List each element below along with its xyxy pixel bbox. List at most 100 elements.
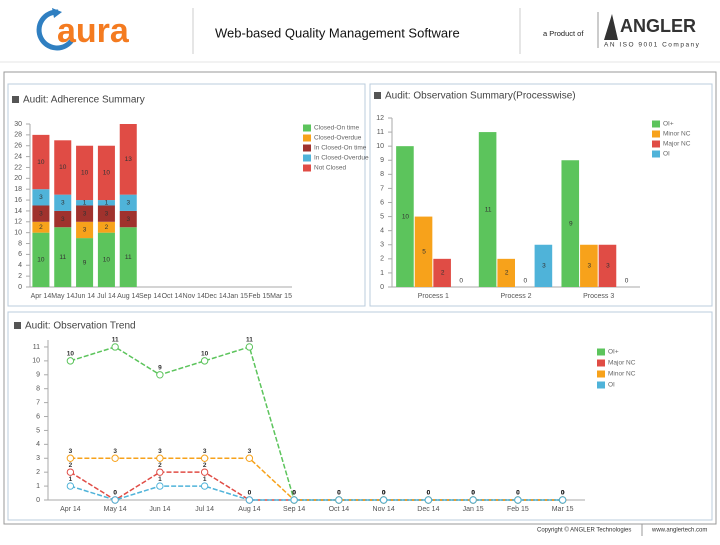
data-label: 3 [83, 210, 87, 217]
data-label: 11 [59, 254, 66, 261]
data-label: 0 [292, 490, 296, 497]
legend-label: Not Closed [314, 165, 347, 172]
bar [534, 244, 553, 287]
data-label: 3 [248, 448, 252, 455]
data-label: 0 [382, 490, 386, 497]
point [156, 371, 164, 379]
bar-segment [97, 232, 115, 287]
x-tick-label: Oct 14 [162, 293, 183, 300]
y-tick-label: 14 [14, 208, 22, 215]
bar-segment [32, 221, 50, 233]
y-tick-label: 8 [380, 171, 384, 178]
data-label: 0 [516, 490, 520, 497]
bar-segment [119, 194, 137, 211]
bar [396, 146, 414, 287]
bar-segment [32, 232, 50, 287]
data-label: 3 [126, 200, 130, 207]
product-of: a Product of [543, 29, 584, 38]
data-label: 0 [427, 490, 431, 497]
legend-label: Closed-On time [314, 125, 360, 132]
x-tick-label: Jun 14 [149, 506, 170, 513]
angler-icon [604, 14, 618, 40]
legend-swatch [652, 150, 660, 158]
header-title: Web-based Quality Management Software [215, 25, 460, 40]
title-icon [12, 96, 19, 103]
bar-segment [119, 124, 137, 195]
point [379, 496, 388, 504]
data-label: 10 [201, 351, 209, 358]
data-label: 0 [248, 490, 252, 497]
legend-swatch [652, 120, 660, 128]
point [66, 454, 75, 462]
y-tick-label: 22 [14, 164, 22, 171]
x-tick-label: Jul 14 [97, 293, 116, 300]
content-frame [3, 71, 717, 525]
bar-segment [119, 210, 137, 228]
data-label: 1 [158, 476, 162, 483]
x-tick-label: Jan 15 [227, 293, 248, 300]
legend-label: Major NC [663, 141, 691, 148]
bar [497, 258, 515, 287]
data-label: 10 [402, 213, 410, 220]
website: www.anglertech.com [651, 528, 707, 534]
legend-label: OI+ [608, 349, 619, 356]
y-tick-label: 4 [380, 228, 384, 235]
x-tick-label: Feb 15 [248, 293, 270, 300]
x-tick-label: Sep 14 [139, 293, 161, 300]
x-tick-label: Sep 14 [283, 506, 305, 513]
data-label: 1 [203, 476, 207, 483]
data-label: 3 [69, 448, 73, 455]
x-tick-label: Process 3 [583, 293, 614, 300]
legend-label: In Closed-Overdue [314, 155, 369, 162]
bar-segment [76, 145, 94, 201]
data-label: 2 [505, 270, 509, 277]
data-label: 3 [61, 216, 65, 223]
logo-swirl [36, 9, 75, 51]
data-label: 3 [113, 448, 117, 455]
x-tick-label: Dec 14 [417, 506, 439, 513]
y-tick-label: 16 [14, 197, 22, 204]
data-label: 0 [337, 490, 341, 497]
bar-segment [32, 205, 50, 222]
data-label: 2 [158, 462, 162, 469]
legend-swatch [303, 164, 311, 172]
bar-segment [76, 205, 94, 222]
title-icon [374, 92, 381, 99]
point [111, 454, 119, 462]
aura-logo: aura [36, 8, 130, 51]
legend-swatch [303, 144, 311, 152]
point [558, 496, 567, 504]
legend-label: In Closed-On time [314, 145, 367, 152]
point [424, 496, 433, 504]
legend-swatch [597, 348, 605, 356]
x-tick-label: Nov 14 [373, 506, 395, 513]
bar-segment [54, 140, 72, 195]
data-label: 10 [37, 159, 45, 166]
data-label: 3 [126, 216, 130, 223]
company-tagline: AN ISO 9001 Company [604, 42, 700, 49]
point [245, 454, 254, 462]
bar [580, 244, 598, 287]
data-label: 3 [105, 210, 109, 217]
bar-segment [54, 194, 72, 211]
y-tick-label: 28 [14, 132, 22, 139]
data-label: 0 [292, 490, 296, 497]
data-label: 0 [113, 490, 117, 497]
data-label: 9 [83, 259, 87, 266]
legend-swatch [597, 381, 605, 389]
point [469, 496, 477, 504]
data-label: 0 [113, 490, 117, 497]
data-label: 3 [39, 194, 43, 201]
point [200, 468, 209, 476]
x-tick-label: Process 1 [418, 293, 449, 300]
y-tick-label: 12 [376, 115, 384, 122]
legend-swatch [303, 154, 311, 162]
point [111, 496, 119, 504]
copyright: Copyright © ANGLER Technologies [537, 527, 631, 534]
x-tick-label: Mar 15 [552, 506, 574, 513]
y-tick-label: 10 [32, 358, 40, 365]
bar-segment [76, 238, 94, 287]
x-tick-label: Dec 14 [204, 293, 226, 300]
point [514, 496, 522, 504]
bar [433, 258, 451, 287]
